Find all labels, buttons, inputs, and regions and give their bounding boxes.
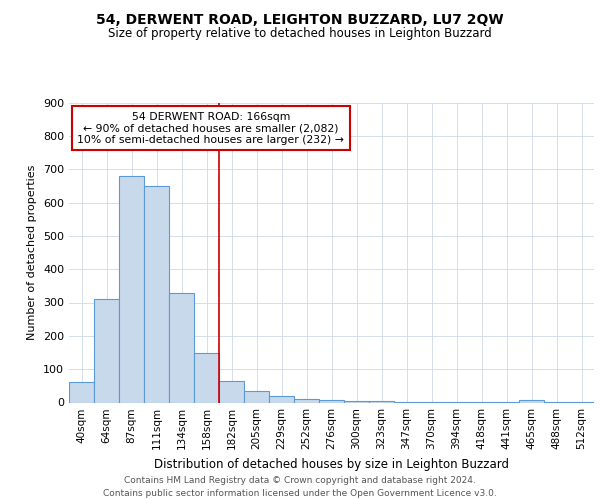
Y-axis label: Number of detached properties: Number of detached properties: [28, 165, 37, 340]
Text: Contains HM Land Registry data © Crown copyright and database right 2024.: Contains HM Land Registry data © Crown c…: [124, 476, 476, 485]
Bar: [169, 292, 194, 403]
Bar: [244, 391, 269, 402]
Text: 54, DERWENT ROAD, LEIGHTON BUZZARD, LU7 2QW: 54, DERWENT ROAD, LEIGHTON BUZZARD, LU7 …: [96, 12, 504, 26]
Bar: [294, 398, 319, 402]
Bar: [219, 381, 244, 402]
Bar: [269, 396, 294, 402]
Text: 54 DERWENT ROAD: 166sqm
← 90% of detached houses are smaller (2,082)
10% of semi: 54 DERWENT ROAD: 166sqm ← 90% of detache…: [77, 112, 344, 144]
Bar: [344, 400, 369, 402]
Text: Size of property relative to detached houses in Leighton Buzzard: Size of property relative to detached ho…: [108, 28, 492, 40]
Text: Contains public sector information licensed under the Open Government Licence v3: Contains public sector information licen…: [103, 489, 497, 498]
Bar: [519, 400, 544, 402]
Bar: [319, 400, 344, 402]
Bar: [194, 352, 219, 403]
Bar: [144, 186, 169, 402]
Bar: [69, 382, 94, 402]
Bar: [369, 401, 394, 402]
Bar: [119, 176, 144, 402]
Bar: [94, 299, 119, 403]
X-axis label: Distribution of detached houses by size in Leighton Buzzard: Distribution of detached houses by size …: [154, 458, 509, 471]
